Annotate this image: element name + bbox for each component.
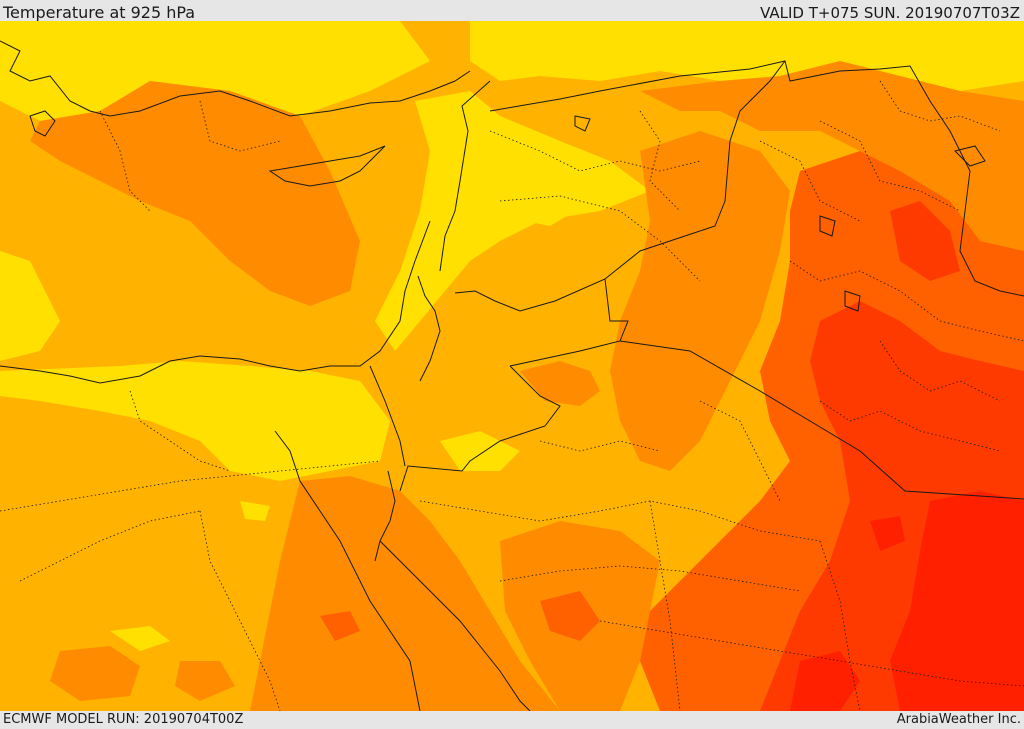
map-canvas [0, 21, 1024, 711]
header-bar: Temperature at 925 hPa VALID T+075 SUN. … [0, 0, 1024, 22]
country-borders [369, 60, 1024, 500]
zone-light-yellow [0, 21, 1024, 651]
coastlines [0, 40, 986, 711]
footer-bar: ECMWF MODEL RUN: 20190704T00Z ArabiaWeat… [0, 711, 1024, 729]
brand-label: ArabiaWeather Inc. [896, 712, 1021, 727]
map-title: Temperature at 925 hPa [3, 3, 196, 22]
temperature-map-svg [0, 21, 1024, 711]
province-borders [0, 80, 1024, 711]
zone-red [790, 491, 1024, 711]
valid-time: VALID T+075 SUN. 20190707T03Z [760, 4, 1020, 22]
model-run-label: ECMWF MODEL RUN: 20190704T00Z [3, 712, 244, 727]
